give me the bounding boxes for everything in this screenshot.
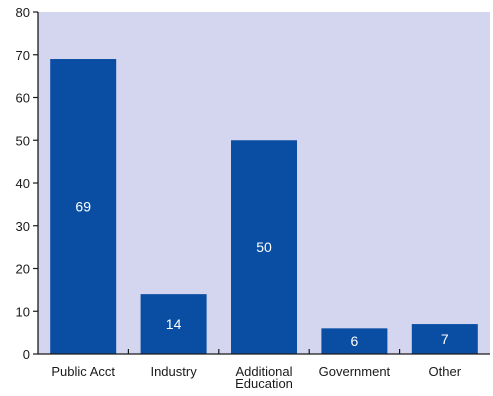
data-label: 14	[166, 316, 182, 332]
x-tick-label: Additional Education	[235, 364, 293, 391]
x-tick-label: Government	[319, 364, 391, 379]
y-tick-label: 10	[16, 304, 30, 319]
x-axis: Public Acct Industry Additional Education Go…	[38, 349, 490, 391]
y-tick-label: 40	[16, 176, 30, 191]
data-label: 50	[256, 239, 272, 255]
bar	[231, 140, 297, 354]
data-labels-group: 69 14 50 6 7	[75, 199, 448, 350]
data-label: 6	[351, 333, 359, 349]
x-tick-label: Industry	[150, 364, 197, 379]
y-axis: 0 10 20 30 40 50 60 70 80	[16, 5, 39, 362]
y-tick-label: 60	[16, 91, 30, 106]
y-tick-label: 80	[16, 5, 30, 20]
y-tick-label: 50	[16, 133, 30, 148]
x-tick-label: Public Acct	[51, 364, 115, 379]
bars-group	[50, 59, 478, 355]
data-label: 7	[441, 331, 449, 347]
y-tick-label: 70	[16, 48, 30, 63]
bar	[50, 59, 117, 355]
bar	[321, 328, 388, 354]
data-label: 69	[75, 199, 91, 215]
y-tick-label: 30	[16, 219, 30, 234]
bar	[140, 294, 207, 354]
x-tick-label: Other	[429, 364, 462, 379]
y-tick-label: 0	[23, 347, 30, 362]
y-tick-label: 20	[16, 262, 30, 277]
bar	[411, 324, 478, 354]
